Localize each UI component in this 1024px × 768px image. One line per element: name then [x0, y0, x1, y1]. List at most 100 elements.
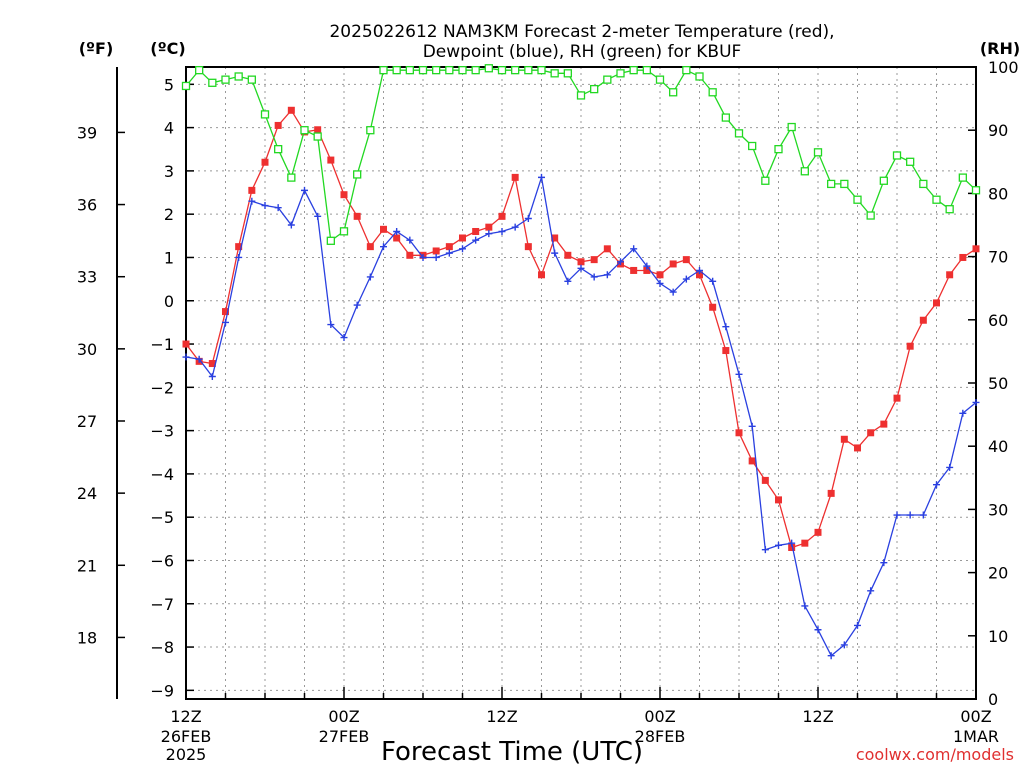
dewpoint-point [590, 273, 598, 281]
rh-unit-label: (RH) [980, 39, 1020, 58]
temperature-point [827, 489, 835, 497]
temperature-point [524, 243, 532, 251]
x-axis-title: Forecast Time (UTC) [381, 737, 643, 767]
temperature-point [946, 271, 954, 279]
fahrenheit-tick-label: 18 [77, 628, 97, 647]
temperature-point [314, 126, 322, 134]
rh-tick-label: 20 [988, 564, 1008, 583]
rh-point [879, 176, 888, 185]
fahrenheit-tick-label: 24 [77, 484, 97, 503]
celsius-tick-label: −5 [150, 508, 174, 527]
x-tick-date-label: 28FEB [635, 727, 686, 746]
rh-point [274, 145, 283, 154]
rh-point [840, 179, 849, 189]
fahrenheit-tick-label: 36 [77, 196, 97, 215]
rh-tick-label: 90 [988, 121, 1008, 140]
celsius-tick-label: −9 [150, 681, 174, 700]
x-tick-label: 00Z [644, 707, 675, 726]
rh-point [458, 66, 467, 75]
rh-point [669, 88, 678, 97]
fahrenheit-tick-label: 21 [77, 556, 97, 575]
dewpoint-point [380, 243, 387, 251]
dewpoint-point [274, 204, 282, 212]
temperature-point [577, 258, 585, 266]
dewpoint-point [195, 355, 203, 363]
dewpoint-point [630, 245, 638, 253]
rh-point [958, 173, 967, 182]
dewpoint-point [577, 264, 585, 272]
rh-point [287, 173, 296, 182]
dewpoint-point [959, 409, 967, 417]
rh-point [379, 66, 388, 75]
rh-point [787, 122, 796, 132]
temperature-point [775, 496, 782, 504]
rh-point [655, 75, 665, 84]
temperature-point [933, 299, 940, 307]
temperature-point [380, 225, 387, 233]
rh-point [866, 211, 875, 220]
temperature-point [472, 227, 480, 235]
fahrenheit-tick-label: 30 [77, 340, 97, 359]
temperature-point [906, 342, 914, 350]
dewpoint-point [775, 541, 782, 549]
dewpoint-point [919, 511, 927, 519]
temperature-point [748, 457, 756, 465]
temperature-point [722, 347, 730, 355]
temperature-point [643, 266, 651, 274]
temperature-point [366, 243, 374, 251]
dewpoint-point [393, 227, 401, 235]
dewpoint-point [880, 559, 888, 567]
temperature-point [340, 191, 348, 199]
celsius-tick-label: 4 [164, 119, 174, 138]
rh-point [418, 66, 428, 75]
temperature-point [459, 234, 466, 242]
dewpoint-point [301, 186, 308, 194]
credit-label: coolwx.com/models [856, 745, 1014, 764]
dewpoint-point [617, 258, 624, 266]
dewpoint-point [419, 253, 427, 261]
axes [116, 66, 977, 700]
dewpoint-point [761, 546, 769, 554]
dewpoint-point [261, 202, 269, 210]
temperature-point [432, 247, 440, 255]
dewpoint-point [366, 273, 374, 281]
temperature-point [696, 271, 703, 279]
rh-point [234, 72, 243, 81]
rh-point [195, 66, 204, 75]
temperature-point [630, 266, 638, 274]
x-tick-date-label: 26FEB [161, 727, 212, 746]
temperature-point [854, 444, 861, 452]
rh-point [366, 126, 375, 135]
chart-title-line2: Dewpoint (blue), RH (green) for KBUF [423, 42, 742, 62]
rh-point [603, 75, 612, 84]
dewpoint-point [208, 373, 216, 381]
dewpoint-point [287, 221, 295, 229]
temperature-point [248, 186, 256, 194]
dewpoint-point [748, 422, 756, 430]
temperature-point [972, 245, 980, 253]
temperature-point [445, 243, 453, 251]
rh-point [392, 66, 401, 75]
dewpoint-point [801, 602, 809, 610]
x-tick-date-label: 27FEB [319, 727, 370, 746]
dewpoint-point [933, 481, 940, 489]
rh-point [708, 88, 717, 97]
temperature-point [590, 256, 598, 264]
dewpoint-point [735, 370, 743, 378]
temperature-point [182, 340, 190, 348]
temperature-point [393, 234, 401, 242]
temperature-point [353, 212, 361, 220]
dewpoint-point [788, 539, 796, 547]
rh-point [181, 81, 191, 91]
celsius-tick-label: 1 [164, 248, 174, 267]
celsius-tick-label: 5 [164, 75, 174, 94]
x-tick-label: 12Z [170, 707, 201, 726]
rh-point [537, 66, 546, 75]
rh-point [734, 129, 744, 138]
temperature-point [274, 121, 282, 129]
dewpoint-point [432, 253, 440, 261]
x-tick-label: 12Z [802, 707, 833, 726]
rh-point [892, 151, 902, 160]
rh-point [576, 91, 586, 100]
